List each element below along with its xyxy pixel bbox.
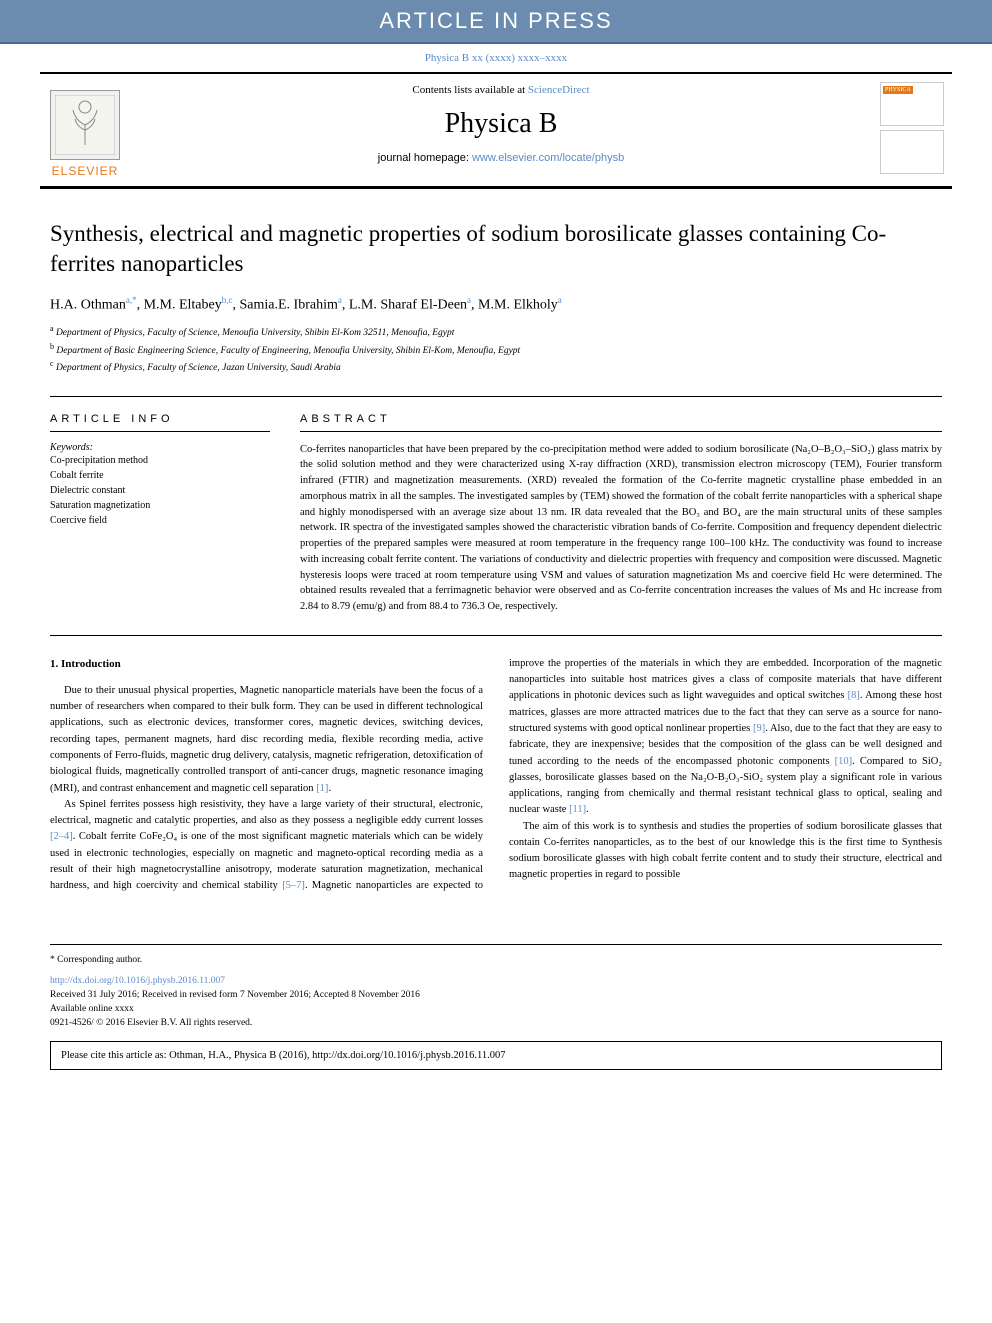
header-center: Contents lists available at ScienceDirec… [130, 74, 872, 186]
keywords-list: Co-precipitation methodCobalt ferriteDie… [50, 453, 270, 528]
homepage-line: journal homepage: www.elsevier.com/locat… [130, 152, 872, 164]
affiliations: a Department of Physics, Faculty of Scie… [50, 323, 942, 375]
corresponding-author: * Corresponding author. [50, 953, 942, 967]
citation-top: Physica B xx (xxxx) xxxx–xxxx [0, 44, 992, 72]
affiliation-line: c Department of Physics, Faculty of Scie… [50, 358, 942, 375]
article-content: Synthesis, electrical and magnetic prope… [0, 189, 992, 914]
banner-text: ARTICLE IN PRESS [379, 8, 612, 33]
contents-line: Contents lists available at ScienceDirec… [130, 84, 872, 96]
cover-thumbnail-1: PHYSICA [880, 82, 944, 126]
article-info-label: ARTICLE INFO [50, 413, 270, 432]
body-paragraph: Due to their unusual physical properties… [50, 683, 483, 797]
journal-cover: PHYSICA [872, 74, 952, 186]
keyword-item: Dielectric constant [50, 483, 270, 498]
info-abstract-row: ARTICLE INFO Keywords: Co-precipitation … [50, 396, 942, 615]
ref-link[interactable]: [1] [316, 783, 328, 794]
elsevier-logo: ELSEVIER [40, 74, 130, 186]
journal-header: ELSEVIER Contents lists available at Sci… [40, 72, 952, 189]
keyword-item: Cobalt ferrite [50, 468, 270, 483]
sciencedirect-link[interactable]: ScienceDirect [528, 84, 590, 96]
article-title: Synthesis, electrical and magnetic prope… [50, 219, 942, 279]
article-in-press-banner: ARTICLE IN PRESS [0, 0, 992, 44]
elsevier-text: ELSEVIER [52, 164, 119, 178]
homepage-link[interactable]: www.elsevier.com/locate/physb [472, 152, 624, 164]
elsevier-tree-icon [50, 90, 120, 160]
keyword-item: Coercive field [50, 513, 270, 528]
doi-link[interactable]: http://dx.doi.org/10.1016/j.physb.2016.1… [50, 976, 225, 986]
citation-top-text: Physica B xx (xxxx) xxxx–xxxx [425, 52, 567, 64]
abstract-col: ABSTRACT Co-ferrites nanoparticles that … [300, 413, 942, 615]
ref-link[interactable]: [8] [848, 690, 860, 701]
copyright-line: 0921-4526/ © 2016 Elsevier B.V. All righ… [50, 1016, 942, 1030]
cover-thumbnail-2 [880, 130, 944, 174]
available-online: Available online xxxx [50, 1002, 942, 1016]
authors: H.A. Othmana,*, M.M. Eltabeyb,c, Samia.E… [50, 295, 942, 314]
history-line: Received 31 July 2016; Received in revis… [50, 988, 942, 1002]
ref-link[interactable]: [9] [753, 723, 765, 734]
article-info-col: ARTICLE INFO Keywords: Co-precipitation … [50, 413, 270, 615]
ref-link[interactable]: [5–7] [282, 880, 305, 891]
abstract-text: Co-ferrites nanoparticles that have been… [300, 442, 942, 615]
keyword-item: Co-precipitation method [50, 453, 270, 468]
journal-name: Physica B [130, 108, 872, 140]
ref-link[interactable]: [11] [569, 804, 586, 815]
body-section: 1. Introduction Due to their unusual phy… [50, 635, 942, 895]
keywords-label: Keywords: [50, 442, 270, 453]
body-paragraph: The aim of this work is to synthesis and… [509, 819, 942, 884]
ref-link[interactable]: [10] [835, 756, 853, 767]
cite-text: Please cite this article as: Othman, H.A… [61, 1050, 505, 1061]
intro-heading: 1. Introduction [50, 656, 483, 673]
affiliation-line: a Department of Physics, Faculty of Scie… [50, 323, 942, 340]
abstract-label: ABSTRACT [300, 413, 942, 432]
cite-box: Please cite this article as: Othman, H.A… [50, 1041, 942, 1070]
affiliation-line: b Department of Basic Engineering Scienc… [50, 341, 942, 358]
ref-link[interactable]: [2–4] [50, 831, 73, 842]
keyword-item: Saturation magnetization [50, 498, 270, 513]
footer: * Corresponding author. http://dx.doi.or… [50, 944, 942, 1030]
